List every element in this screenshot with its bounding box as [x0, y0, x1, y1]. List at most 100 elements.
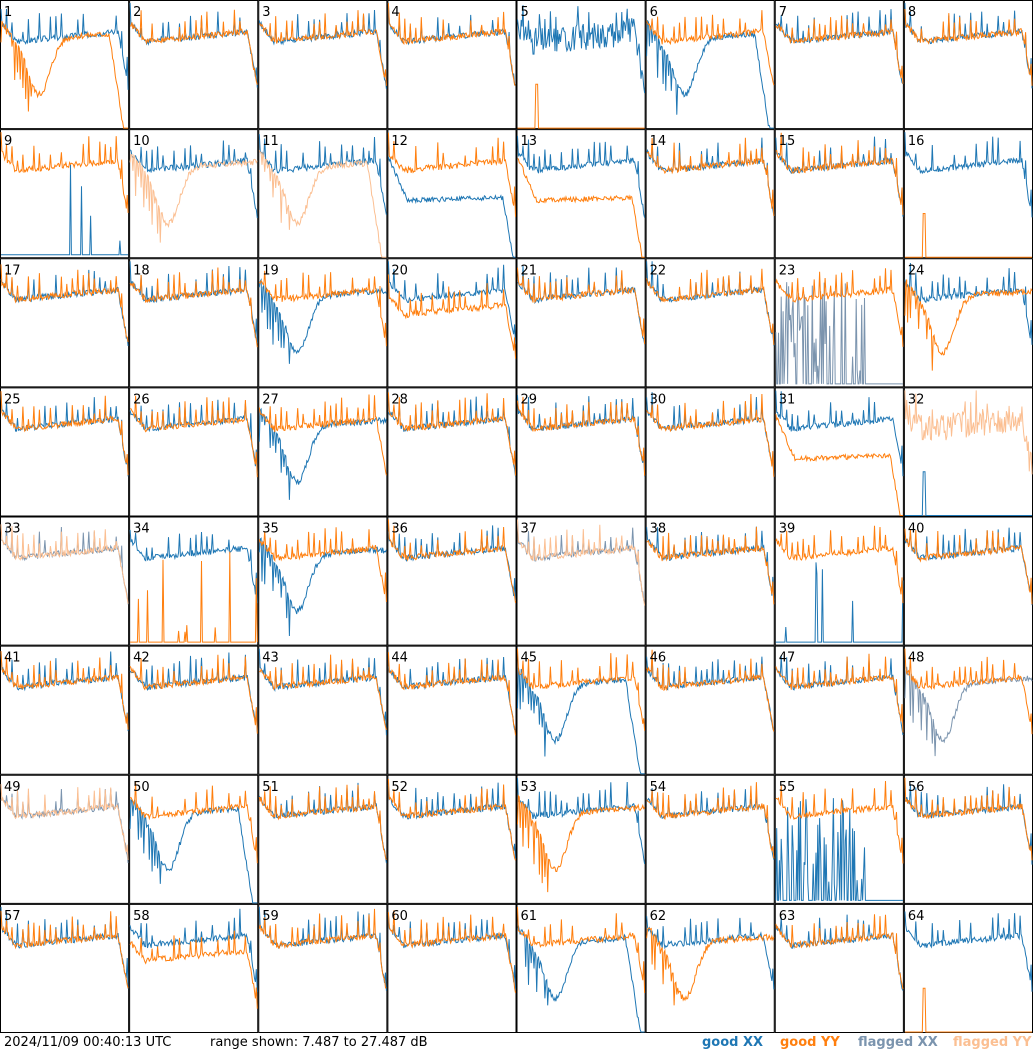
- legend-good-yy: good YY: [780, 1035, 840, 1050]
- series-xx: [904, 471, 1032, 516]
- series-yy: [775, 525, 904, 604]
- tile-frame: [903, 258, 1033, 388]
- tile-label: 38: [650, 522, 667, 537]
- tile-58: 58: [129, 903, 259, 1033]
- tile-label: 14: [650, 134, 667, 149]
- tile-label: 15: [779, 134, 796, 149]
- tile-28: 28: [387, 387, 517, 517]
- tile-49: 49: [0, 774, 130, 904]
- tile-frame: [0, 129, 130, 259]
- tile-44: 44: [387, 645, 517, 775]
- series-yy: [387, 274, 516, 359]
- tile-50: 50: [129, 774, 259, 904]
- tile-frame: [258, 903, 388, 1033]
- tile-59: 59: [258, 903, 388, 1033]
- series-yy: [0, 20, 129, 129]
- series-yy: [904, 777, 1033, 861]
- tile-frame: [516, 0, 646, 130]
- series-yy: [904, 213, 1032, 258]
- tile-24: 24: [903, 258, 1033, 388]
- series-yy: [646, 649, 775, 732]
- series-yy: [904, 279, 1033, 371]
- tile-30: 30: [645, 387, 775, 517]
- series-yy: [130, 551, 258, 643]
- tile-9: 9: [0, 129, 130, 259]
- tile-22: 22: [645, 258, 775, 388]
- tile-frame: [0, 774, 130, 904]
- tile-20: 20: [387, 258, 517, 388]
- tile-label: 59: [262, 909, 279, 924]
- tile-62: 62: [645, 903, 775, 1033]
- tile-label: 4: [391, 5, 399, 20]
- tile-21: 21: [516, 258, 646, 388]
- series-yy: [258, 270, 387, 347]
- tile-label: 41: [4, 651, 21, 666]
- series-yy: [387, 778, 516, 861]
- tile-label: 20: [391, 263, 408, 278]
- tile-frame: [516, 516, 646, 646]
- tile-label: 48: [908, 651, 925, 666]
- tile-label: 13: [521, 134, 538, 149]
- tile-frame: [129, 903, 259, 1033]
- tile-37: 37: [516, 516, 646, 646]
- tile-label: 18: [133, 263, 150, 278]
- tile-64: 64: [903, 903, 1033, 1033]
- series-xx: [904, 666, 1033, 757]
- tile-label: 50: [133, 780, 150, 795]
- tile-42: 42: [129, 645, 259, 775]
- tile-2: 2: [129, 0, 259, 130]
- tile-41: 41: [0, 645, 130, 775]
- series-yy: [258, 150, 387, 258]
- tile-29: 29: [516, 387, 646, 517]
- tile-15: 15: [774, 129, 904, 259]
- tile-label: 28: [391, 392, 408, 407]
- tile-label: 10: [133, 134, 150, 149]
- tile-label: 7: [779, 5, 787, 20]
- series-yy: [646, 927, 775, 1006]
- tile-label: 54: [650, 780, 667, 795]
- tile-label: 11: [262, 134, 279, 149]
- tile-frame: [0, 903, 130, 1033]
- legend-flagged-xx: flagged XX: [858, 1035, 938, 1050]
- timestamp: 2024/11/09 00:40:13 UTC: [4, 1035, 172, 1050]
- tile-frame: [903, 0, 1033, 130]
- tile-frame: [903, 516, 1033, 646]
- tile-label: 58: [133, 909, 150, 924]
- tile-frame: [645, 258, 775, 388]
- series-yy: [904, 987, 1032, 1033]
- tile-27: 27: [258, 387, 388, 517]
- tile-12: 12: [387, 129, 517, 259]
- tile-frame: [387, 903, 517, 1033]
- tile-19: 19: [258, 258, 388, 388]
- tile-38: 38: [645, 516, 775, 646]
- series-yy: [130, 395, 258, 478]
- tile-frame: [129, 258, 259, 388]
- series-yy: [387, 519, 516, 603]
- tile-frame: [129, 645, 259, 775]
- tile-label: 61: [521, 909, 538, 924]
- series-yy: [775, 653, 904, 733]
- tile-label: 21: [521, 263, 538, 278]
- series-xx: [517, 925, 645, 1033]
- footer: 2024/11/09 00:40:13 UTC range shown: 7.4…: [0, 1033, 1033, 1053]
- series-yy: [258, 784, 387, 860]
- series-xx: [0, 391, 129, 477]
- series-yy: [129, 267, 258, 348]
- tile-frame: [387, 258, 517, 388]
- tile-label: 45: [521, 651, 538, 666]
- tile-label: 19: [262, 263, 279, 278]
- tile-label: 35: [262, 522, 279, 537]
- tile-label: 24: [908, 263, 925, 278]
- series-yy: [259, 654, 387, 731]
- tile-frame: [645, 0, 775, 130]
- series-yy: [0, 784, 129, 861]
- tile-frame: [516, 903, 646, 1033]
- tile-label: 9: [4, 134, 12, 149]
- tile-39: 39: [774, 516, 904, 646]
- series-xx: [258, 278, 387, 364]
- tile-label: 37: [521, 522, 538, 537]
- tile-label: 8: [908, 5, 916, 20]
- tile-label: 32: [908, 392, 925, 407]
- tile-frame: [0, 645, 130, 775]
- tile-label: 43: [262, 651, 279, 666]
